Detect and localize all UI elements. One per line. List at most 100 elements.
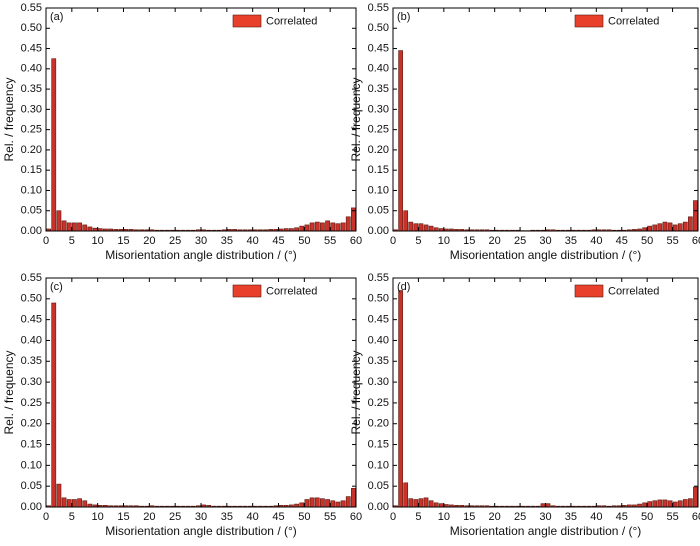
bar	[83, 501, 87, 507]
bar	[424, 225, 428, 231]
bar	[648, 502, 652, 507]
bar	[310, 223, 314, 231]
legend-label: Correlated	[266, 15, 317, 27]
x-tick-label: 0	[390, 235, 396, 247]
y-tick-label: 0.50	[21, 22, 42, 34]
bar	[409, 222, 413, 231]
x-tick-label: 60	[350, 511, 362, 523]
y-tick-label: 0.50	[368, 22, 389, 34]
y-tick-label: 0.10	[368, 459, 389, 471]
x-tick-label: 10	[92, 235, 104, 247]
x-tick-label: 45	[272, 235, 284, 247]
y-tick-label: 0.55	[21, 2, 42, 14]
y-axis-label: Rel. / frequency	[2, 77, 16, 161]
bar	[404, 483, 408, 507]
bar	[78, 499, 82, 507]
y-tick-label: 0.20	[368, 418, 389, 430]
y-axis-label: Rel. / frequency	[2, 350, 16, 434]
bar	[52, 59, 56, 231]
y-tick-label: 0.15	[368, 164, 389, 176]
bar	[326, 500, 330, 507]
y-tick-label: 0.55	[21, 272, 42, 284]
y-tick-label: 0.05	[368, 480, 389, 492]
panel-label: (c)	[50, 281, 63, 293]
bar	[678, 224, 682, 231]
y-tick-label: 0.10	[21, 459, 42, 471]
bar	[52, 303, 56, 507]
bar	[336, 224, 340, 231]
y-tick-label: 0.40	[21, 334, 42, 346]
bar	[414, 224, 418, 231]
bar	[57, 484, 61, 507]
y-tick-label: 0.45	[368, 42, 389, 54]
x-tick-label: 60	[692, 235, 700, 247]
y-tick-label: 0.00	[21, 501, 42, 513]
bar	[658, 500, 662, 507]
bar	[336, 502, 340, 507]
bar	[300, 503, 304, 507]
x-tick-label: 50	[298, 511, 310, 523]
bar	[83, 225, 87, 231]
x-axis-label: Misorientation angle distribution / (°)	[450, 248, 642, 262]
x-tick-label: 10	[438, 511, 450, 523]
y-tick-label: 0.50	[21, 293, 42, 305]
x-tick-label: 15	[117, 511, 129, 523]
bar	[663, 500, 667, 507]
bar	[67, 223, 71, 231]
bar	[320, 499, 324, 507]
legend-swatch	[233, 15, 261, 27]
bar	[346, 497, 350, 507]
x-tick-label: 50	[641, 235, 653, 247]
y-tick-label: 0.40	[21, 63, 42, 75]
x-tick-label: 40	[247, 511, 259, 523]
x-tick-label: 20	[489, 235, 501, 247]
legend-swatch	[575, 285, 603, 297]
y-tick-label: 0.05	[368, 205, 389, 217]
bar	[72, 223, 76, 231]
bar	[409, 499, 413, 507]
plot-frame	[46, 8, 356, 231]
bar	[320, 223, 324, 231]
y-tick-label: 0.15	[21, 438, 42, 450]
x-tick-label: 60	[350, 235, 362, 247]
bar	[653, 225, 657, 231]
x-tick-label: 25	[514, 511, 526, 523]
x-tick-label: 45	[616, 235, 628, 247]
bar	[331, 223, 335, 231]
y-tick-label: 0.40	[368, 63, 389, 75]
x-tick-label: 5	[415, 511, 421, 523]
panel-label: (a)	[50, 11, 63, 23]
x-tick-label: 55	[324, 235, 336, 247]
y-tick-label: 0.25	[21, 397, 42, 409]
y-tick-label: 0.05	[21, 205, 42, 217]
bar	[424, 498, 428, 507]
y-tick-label: 0.20	[368, 144, 389, 156]
y-tick-label: 0.45	[21, 314, 42, 326]
y-tick-label: 0.10	[21, 184, 42, 196]
x-tick-label: 50	[298, 235, 310, 247]
bar	[429, 501, 433, 507]
bar	[62, 221, 66, 231]
legend-label: Correlated	[266, 285, 317, 297]
y-tick-label: 0.20	[21, 144, 42, 156]
bar	[62, 498, 66, 507]
x-axis-label: Misorientation angle distribution / (°)	[450, 524, 642, 538]
bar	[399, 51, 403, 231]
x-tick-label: 30	[195, 511, 207, 523]
bar	[693, 201, 697, 231]
x-tick-label: 25	[169, 511, 181, 523]
x-tick-label: 35	[565, 511, 577, 523]
bar	[683, 500, 687, 507]
bar	[429, 226, 433, 231]
x-tick-label: 0	[43, 235, 49, 247]
x-tick-label: 0	[43, 511, 49, 523]
y-tick-label: 0.05	[21, 480, 42, 492]
y-tick-label: 0.20	[21, 418, 42, 430]
y-tick-label: 0.00	[368, 501, 389, 513]
x-tick-label: 20	[143, 235, 155, 247]
x-tick-label: 20	[489, 511, 501, 523]
bar	[310, 498, 314, 507]
bar	[57, 211, 61, 231]
y-axis-label: Rel. / frequency	[349, 77, 363, 161]
